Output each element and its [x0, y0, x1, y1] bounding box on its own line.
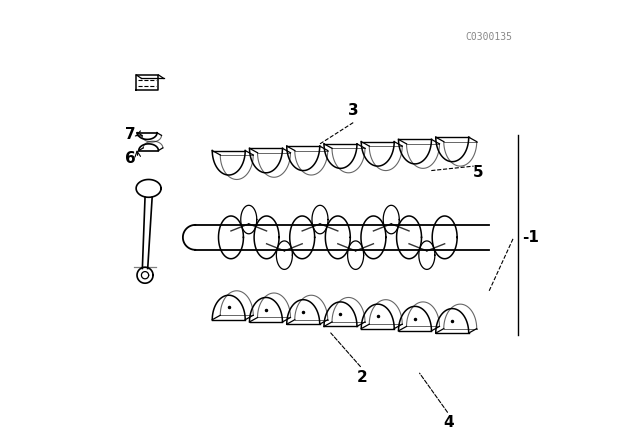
- Text: -1: -1: [523, 230, 540, 245]
- Text: 3: 3: [348, 103, 358, 118]
- Text: 2: 2: [357, 370, 367, 385]
- Text: C0300135: C0300135: [466, 32, 513, 42]
- Text: 7: 7: [125, 127, 136, 142]
- Text: 6: 6: [125, 151, 136, 166]
- Text: 4: 4: [444, 414, 454, 430]
- Text: 5: 5: [473, 165, 483, 180]
